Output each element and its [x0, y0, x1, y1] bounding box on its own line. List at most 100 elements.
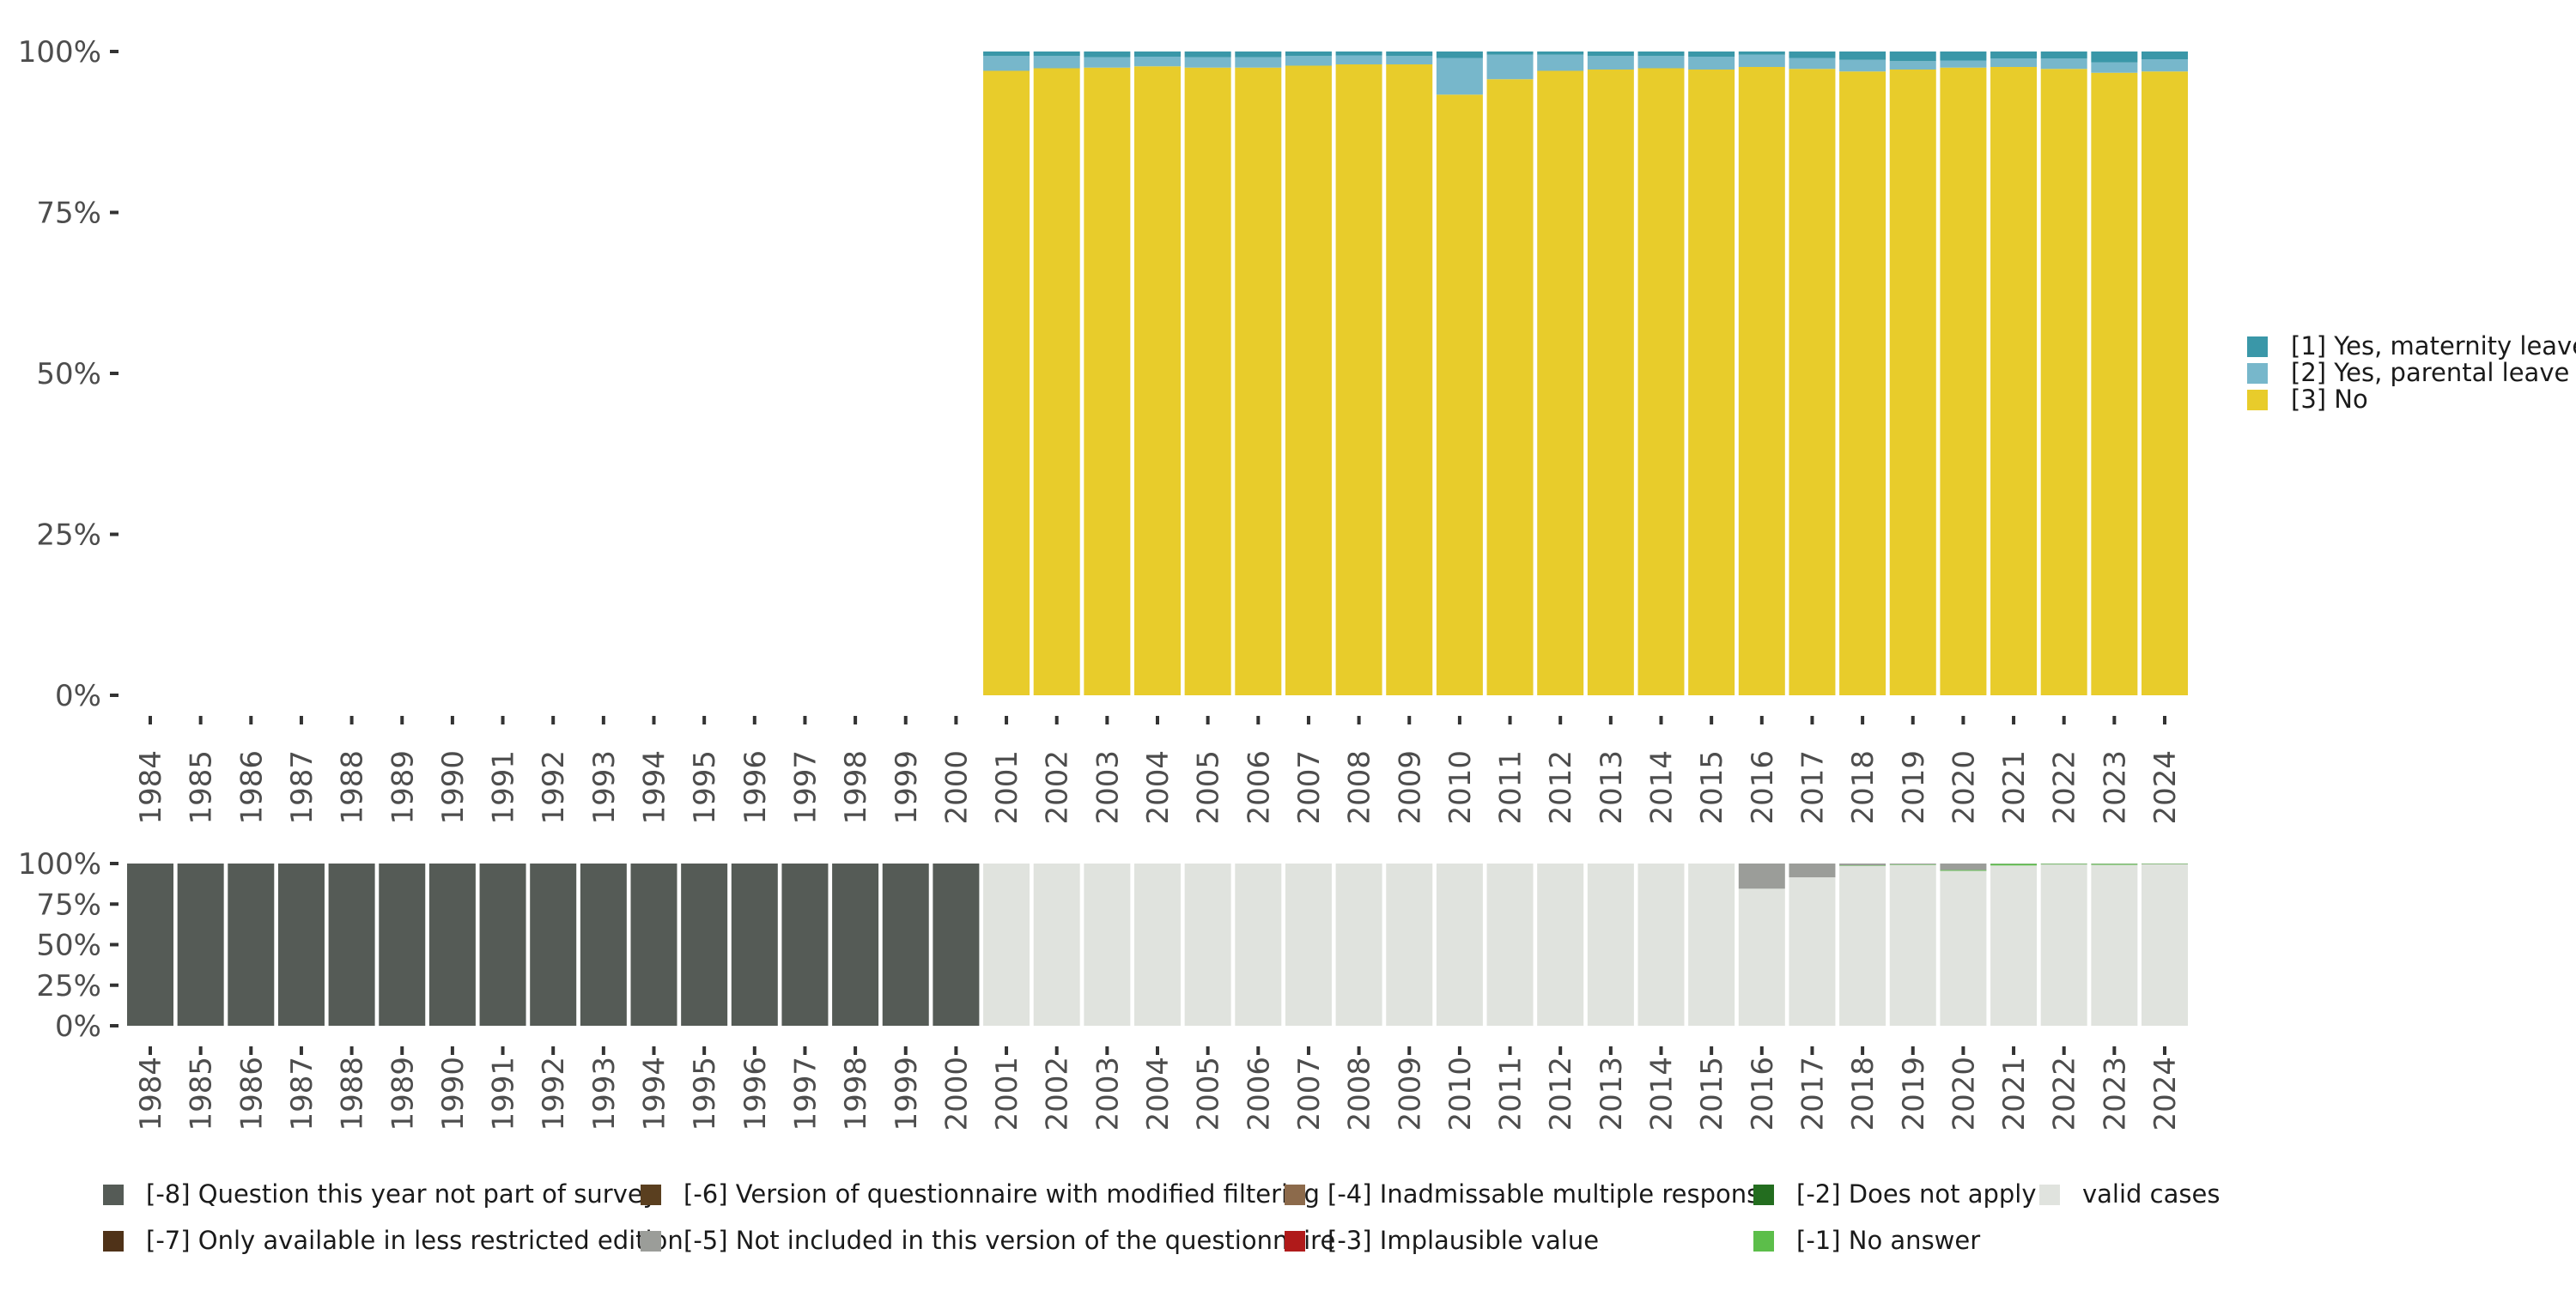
top-bar-2015-1-yes-maternity-leave — [1688, 52, 1735, 57]
legend-swatch-2-does-not-apply — [1753, 1185, 1774, 1205]
bottom-x-tick-label-2018: 2018 — [1846, 1057, 1880, 1131]
top-bar-2007-3-no — [1285, 66, 1332, 696]
top-x-tick-label-2020: 2020 — [1947, 750, 1981, 825]
bottom-bar-1992-8-question-this-year-not-part-of-survey — [530, 864, 576, 1026]
top-x-tick-label-2001: 2001 — [990, 750, 1024, 825]
top-x-tick-label-2005: 2005 — [1192, 750, 1226, 825]
top-x-tick-label-2015: 2015 — [1695, 750, 1729, 825]
bottom-y-tick-label: 25% — [36, 969, 101, 1003]
top-x-tick-label-2024: 2024 — [2148, 750, 2183, 825]
top-x-tick-label-1985: 1985 — [185, 750, 219, 825]
top-bar-2008-3-no — [1336, 64, 1382, 695]
top-bar-2019-1-yes-maternity-leave — [1890, 52, 1936, 61]
top-y-tick-label: 0% — [55, 679, 101, 713]
bottom-x-tick-label-2010: 2010 — [1443, 1057, 1478, 1131]
bottom-bar-2020-5-not-included-in-this-version-of-the-questionnaire — [1940, 864, 1986, 870]
bottom-bar-2013-valid-cases — [1588, 864, 1634, 1026]
bottom-x-tick-label-2013: 2013 — [1595, 1057, 1629, 1131]
top-bar-2003-1-yes-maternity-leave — [1084, 52, 1130, 58]
bottom-bar-2002-valid-cases — [1034, 864, 1080, 1026]
bottom-bar-2018-5-not-included-in-this-version-of-the-questionnaire — [1839, 864, 1886, 865]
bottom-bar-1999-8-question-this-year-not-part-of-survey — [883, 864, 929, 1026]
top-x-tick-label-2003: 2003 — [1091, 750, 1125, 825]
bottom-x-tick-label-1994: 1994 — [638, 1057, 672, 1131]
top-bar-2020-2-yes-parental-leave — [1940, 61, 1986, 68]
bottom-x-tick-label-2001: 2001 — [990, 1057, 1024, 1131]
top-x-tick-label-2006: 2006 — [1242, 750, 1276, 825]
top-bar-2002-1-yes-maternity-leave — [1034, 52, 1080, 56]
bottom-bar-1990-8-question-this-year-not-part-of-survey — [429, 864, 476, 1026]
top-x-tick-label-1990: 1990 — [436, 750, 471, 825]
bottom-bar-2004-valid-cases — [1134, 864, 1181, 1026]
top-bar-2020-3-no — [1940, 68, 1986, 695]
top-bar-2022-3-no — [2041, 69, 2087, 695]
top-x-tick-label-1994: 1994 — [638, 750, 672, 825]
top-bar-2010-2-yes-parental-leave — [1437, 58, 1483, 95]
bottom-bar-2018-1-no-answer — [1839, 865, 1886, 866]
bottom-x-tick-label-1985: 1985 — [185, 1057, 219, 1131]
top-x-tick-label-2019: 2019 — [1897, 750, 1931, 825]
top-x-tick-label-2023: 2023 — [2098, 750, 2132, 825]
top-x-tick-label-1987: 1987 — [285, 750, 319, 825]
bottom-bar-1994-8-question-this-year-not-part-of-survey — [631, 864, 677, 1026]
legend-label-1-no-answer: [-1] No answer — [1796, 1226, 1980, 1255]
top-bar-2009-2-yes-parental-leave — [1386, 56, 1432, 64]
top-bar-2021-3-no — [1990, 67, 2037, 695]
bottom-x-tick-label-1995: 1995 — [688, 1057, 722, 1131]
bottom-bar-2005-valid-cases — [1185, 864, 1231, 1026]
top-bar-2017-1-yes-maternity-leave — [1789, 52, 1835, 58]
legend-label-3-no: [3] No — [2291, 385, 2368, 414]
top-bar-2007-1-yes-maternity-leave — [1285, 52, 1332, 56]
bottom-bar-1988-8-question-this-year-not-part-of-survey — [329, 864, 375, 1026]
bottom-x-tick-label-1986: 1986 — [234, 1057, 269, 1131]
bottom-bar-1998-8-question-this-year-not-part-of-survey — [832, 864, 878, 1026]
bottom-bar-2010-valid-cases — [1437, 864, 1483, 1026]
bottom-bar-2016-valid-cases — [1739, 888, 1785, 1026]
legend-missing-categories: [-8] Question this year not part of surv… — [103, 1179, 2220, 1255]
bottom-x-tick-label-2009: 2009 — [1393, 1057, 1427, 1131]
top-bar-2011-1-yes-maternity-leave — [1487, 52, 1534, 55]
top-bar-2014-3-no — [1638, 69, 1685, 696]
top-bar-2004-1-yes-maternity-leave — [1134, 52, 1181, 57]
legend-label-8-question-this-year-not-part-of-survey: [-8] Question this year not part of surv… — [146, 1179, 658, 1209]
bottom-bar-2017-valid-cases — [1789, 877, 1835, 1026]
legend-swatch-1-no-answer — [1753, 1231, 1774, 1252]
bottom-bar-1989-8-question-this-year-not-part-of-survey — [379, 864, 425, 1026]
bottom-bar-2014-valid-cases — [1638, 864, 1685, 1026]
top-bar-2013-3-no — [1588, 70, 1634, 695]
legend-label-7-only-available-in-less-restricted-edition: [-7] Only available in less restricted e… — [146, 1226, 683, 1255]
top-x-tick-label-2013: 2013 — [1595, 750, 1629, 825]
bottom-x-tick-label-2017: 2017 — [1795, 1057, 1830, 1131]
bottom-bar-2019-valid-cases — [1890, 865, 1936, 1026]
bottom-bar-2019-1-no-answer — [1890, 864, 1936, 865]
bottom-x-tick-label-2011: 2011 — [1494, 1057, 1528, 1131]
bottom-x-tick-label-1996: 1996 — [738, 1057, 773, 1131]
top-x-tick-label-2007: 2007 — [1292, 750, 1327, 825]
bottom-bar-2006-valid-cases — [1235, 864, 1281, 1026]
legend-swatch-1-yes-maternity-leave — [2247, 336, 2268, 357]
top-bar-2023-3-no — [2091, 73, 2137, 695]
top-bar-2019-3-no — [1890, 70, 1936, 695]
top-x-tick-label-2014: 2014 — [1645, 750, 1680, 825]
top-bar-2019-2-yes-parental-leave — [1890, 61, 1936, 70]
top-bar-2005-3-no — [1185, 68, 1231, 695]
top-bar-2005-2-yes-parental-leave — [1185, 58, 1231, 68]
top-y-tick-label: 100% — [18, 35, 101, 70]
top-x-tick-label-2004: 2004 — [1141, 750, 1176, 825]
legend-swatch-6-version-of-questionnaire-with-modified-filtering — [641, 1185, 661, 1205]
bottom-bar-1993-8-question-this-year-not-part-of-survey — [580, 864, 627, 1026]
legend-label-3-implausible-value: [-3] Implausible value — [1327, 1226, 1599, 1255]
bottom-bar-2007-valid-cases — [1285, 864, 1332, 1026]
top-bar-2012-3-no — [1537, 71, 1583, 696]
legend-label-2-yes-parental-leave: [2] Yes, parental leave — [2291, 358, 2569, 387]
top-x-tick-label-2002: 2002 — [1041, 750, 1075, 825]
bottom-bar-1985-8-question-this-year-not-part-of-survey — [178, 864, 224, 1026]
top-bar-2016-3-no — [1739, 67, 1785, 695]
top-bar-2015-2-yes-parental-leave — [1688, 57, 1735, 70]
top-bar-2017-2-yes-parental-leave — [1789, 58, 1835, 70]
bottom-x-tick-label-2015: 2015 — [1695, 1057, 1729, 1131]
bottom-x-tick-label-2007: 2007 — [1292, 1057, 1327, 1131]
top-bar-2021-1-yes-maternity-leave — [1990, 52, 2037, 58]
top-x-tick-label-2009: 2009 — [1393, 750, 1427, 825]
top-bar-2012-1-yes-maternity-leave — [1537, 52, 1583, 55]
